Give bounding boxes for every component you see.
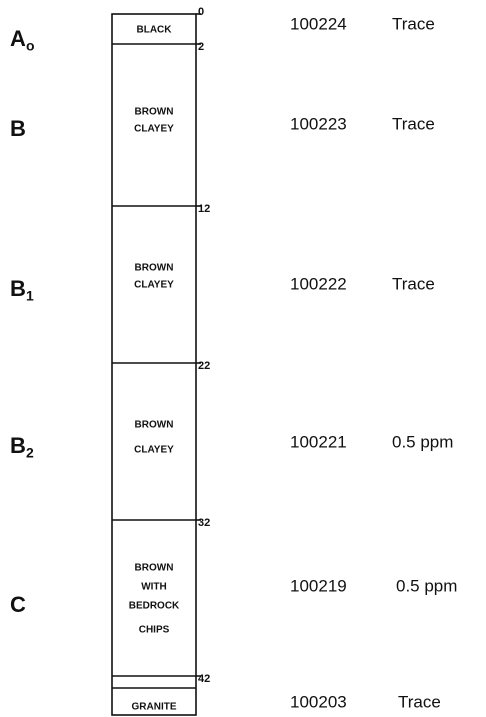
depth-label: 22 [198,360,210,372]
sample-number: 100221 [290,432,347,451]
horizon-subscript: 2 [26,445,34,461]
sample-number: 100222 [290,274,347,293]
horizon-label: A [10,26,26,51]
layer-description: BROWN [135,107,174,118]
depth-label: 32 [198,517,210,529]
layer-description: GRANITE [132,702,177,713]
column-outline [111,13,197,716]
sample-result: 0.5 ppm [392,432,453,451]
layer-description: BEDROCK [129,601,180,612]
layer-description: CHIPS [139,625,170,636]
sample-result: Trace [392,14,435,33]
sample-result: Trace [398,692,441,711]
sample-result: Trace [392,114,435,133]
layer-description: BROWN [135,563,174,574]
layer-description: BROWN [135,420,174,431]
depth-label: 42 [198,673,210,685]
layer-description: CLAYEY [134,280,174,291]
depth-label: 0 [198,6,204,18]
depth-label: 2 [198,41,204,53]
depth-label: 12 [198,203,210,215]
horizon-label: C [10,592,26,617]
sample-number: 100203 [290,692,347,711]
layer-description: BROWN [135,263,174,274]
horizon-subscript: 1 [26,288,34,304]
sample-result: 0.5 ppm [396,576,457,595]
horizon-subscript: o [26,38,35,54]
layer-description: WITH [141,582,167,593]
sample-number: 100224 [290,14,347,33]
horizon-label: B [10,433,26,458]
layer-description: CLAYEY [134,124,174,135]
layer-description: CLAYEY [134,445,174,456]
horizon-label: B [10,116,26,141]
sample-number: 100223 [290,114,347,133]
horizon-label: B [10,276,26,301]
sample-result: Trace [392,274,435,293]
sample-number: 100219 [290,576,347,595]
layer-description: BLACK [137,25,173,36]
